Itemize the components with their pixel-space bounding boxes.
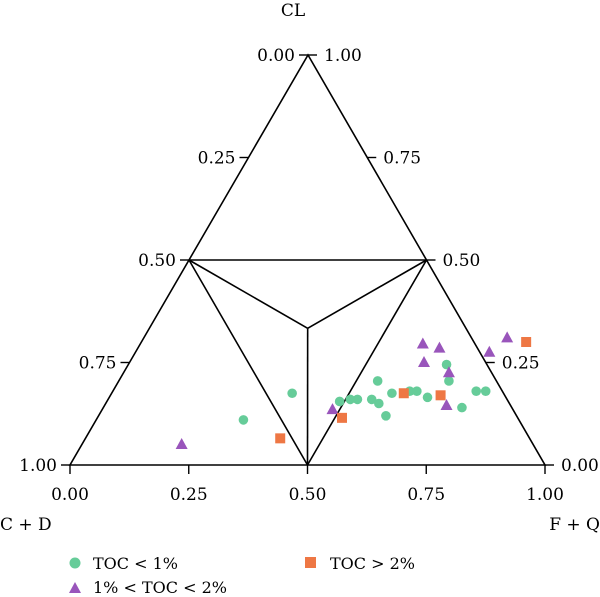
- series-triangle: [175, 331, 514, 449]
- legend: TOC < 1% TOC > 2% 1% < TOC < 2%: [69, 554, 415, 597]
- data-point-circle-2: [334, 396, 345, 407]
- data-point-circle-16: [471, 386, 482, 397]
- vertex-label-top: CL: [281, 1, 305, 21]
- data-point-triangle-5: [442, 366, 455, 378]
- legend-label-toc-1-2: 1% < TOC < 2%: [93, 578, 227, 597]
- data-point-circle-7: [374, 398, 384, 409]
- inner-line-left-bottom: [188, 259, 309, 466]
- data-point-circle-6: [366, 394, 377, 405]
- tick-bottom-2-label: 0.50: [289, 485, 327, 505]
- tick-left-3-label: 0.75: [79, 354, 117, 374]
- legend-item-square: TOC > 2%: [305, 554, 415, 573]
- data-point-triangle-7: [483, 345, 496, 357]
- legend-circle-marker: [69, 557, 81, 569]
- data-point-circle-15: [457, 402, 467, 413]
- legend-label-toc-lt-1: TOC < 1%: [93, 554, 178, 573]
- tick-right-0-label: 1.00: [324, 46, 362, 66]
- center-line-left: [188, 259, 309, 330]
- tick-right-3-label: 0.25: [502, 354, 540, 374]
- data-point-square-2: [398, 388, 409, 399]
- data-point-triangle-2: [416, 337, 429, 349]
- tick-left-2-label: 0.50: [138, 251, 176, 271]
- data-point-circle-13: [441, 359, 452, 370]
- data-point-circle-8: [387, 388, 397, 399]
- tick-bottom-0-label: 0.00: [51, 485, 89, 505]
- vertex-label-right: F + Q: [549, 515, 600, 535]
- tick-right-1-label: 0.75: [383, 149, 421, 169]
- legend-square-marker: [305, 557, 316, 568]
- series-square: [275, 337, 532, 444]
- legend-triangle-marker: [69, 582, 81, 593]
- tick-bottom-1-label: 0.25: [170, 485, 208, 505]
- data-point-circle-9: [381, 411, 391, 421]
- data-point-square-0: [275, 433, 286, 444]
- data-point-circle-4: [352, 394, 363, 405]
- data-point-circle-5: [372, 376, 383, 386]
- data-point-triangle-4: [433, 341, 446, 353]
- data-points: [175, 331, 532, 449]
- tick-left-4-label: 1.00: [19, 456, 57, 476]
- inner-line-right-bottom: [306, 259, 428, 466]
- data-point-square-4: [521, 337, 532, 347]
- data-point-square-3: [435, 390, 446, 401]
- data-point-triangle-0: [175, 438, 188, 449]
- tick-left-0-label: 0.00: [257, 46, 295, 66]
- legend-label-toc-gt-2: TOC > 2%: [330, 554, 415, 573]
- data-point-triangle-3: [418, 356, 430, 367]
- vertex-labels: CL C + D F + Q: [0, 1, 600, 535]
- data-point-circle-11: [412, 386, 422, 397]
- series-circle: [238, 359, 491, 425]
- data-point-circle-12: [422, 392, 433, 403]
- tick-right-2-label: 0.50: [443, 251, 481, 271]
- data-point-circle-0: [287, 388, 297, 399]
- data-point-triangle-8: [501, 331, 514, 343]
- legend-item-circle: TOC < 1%: [69, 554, 178, 573]
- data-point-triangle-6: [440, 399, 453, 411]
- data-point-circle-14: [444, 376, 454, 386]
- data-point-circle-3: [345, 394, 356, 405]
- vertex-label-left: C + D: [0, 515, 52, 535]
- tick-right-4-label: 0.00: [561, 456, 599, 476]
- data-point-triangle-1: [326, 403, 339, 415]
- tick-left-1-label: 0.25: [198, 149, 236, 169]
- legend-item-triangle: 1% < TOC < 2%: [69, 578, 227, 597]
- data-point-circle-1: [238, 415, 249, 425]
- data-point-circle-17: [480, 386, 491, 397]
- center-line-right: [307, 259, 427, 330]
- data-point-square-1: [336, 412, 347, 423]
- tick-bottom-4-label: 1.00: [526, 485, 564, 505]
- tick-bottom-3-label: 0.75: [407, 485, 445, 505]
- tick-labels: 0.00 0.25 0.50 0.75 1.00 1.00 0.75 0.50 0.25 0.00…: [19, 46, 599, 505]
